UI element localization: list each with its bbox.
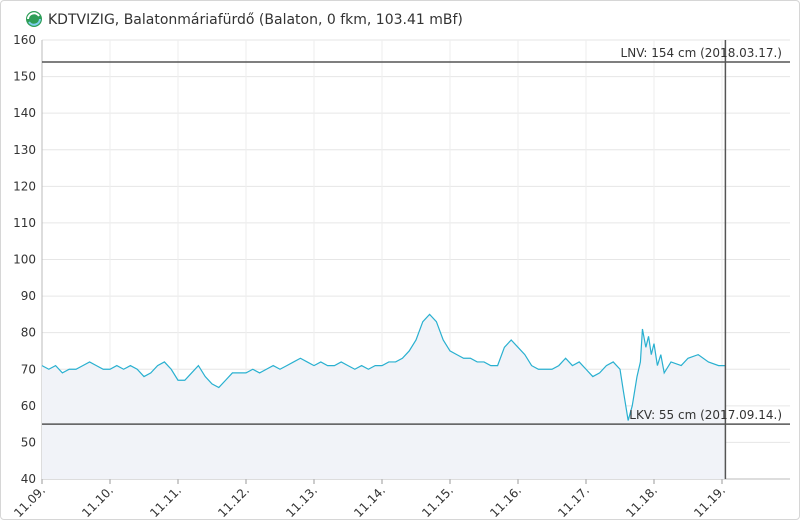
x-tick-label: 11.11. [147,483,184,520]
x-tick-label: 11.15. [419,483,456,520]
y-tick-label: 100 [13,253,36,267]
area-fill [42,314,726,479]
x-tick-label: 11.14. [351,483,388,520]
x-tick-label: 11.19. [691,483,728,520]
x-tick-label: 11.12. [215,483,252,520]
x-tick-label: 11.16. [487,483,524,520]
x-tick-label: 11.13. [283,483,320,520]
y-tick-label: 60 [21,399,36,413]
y-tick-label: 50 [21,435,36,449]
y-tick-label: 120 [13,179,36,193]
y-tick-label: 140 [13,106,36,120]
y-tick-label: 80 [21,326,36,340]
line [41,313,726,421]
reference-label: LKV: 55 cm (2017.09.14.) [629,408,782,422]
chart-title: KDTVIZIG, Balatonmáriafürdő (Balaton, 0 … [48,12,463,28]
y-tick-label: 110 [13,216,36,230]
y-tick-label: 130 [13,143,36,157]
y-tick-label: 70 [21,362,36,376]
y-tick-label: 160 [13,33,36,47]
reference-label: LNV: 154 cm (2018.03.17.) [621,46,782,60]
y-tick-label: 40 [21,472,36,486]
y-tick-label: 90 [21,289,36,303]
x-tick-label: 11.18. [623,483,660,520]
y-tick-label: 150 [13,70,36,84]
x-tick-label: 11.10. [79,483,116,520]
x-tick-label: 11.09. [11,483,48,520]
x-tick-label: 11.17. [555,483,592,520]
logo [26,11,42,27]
